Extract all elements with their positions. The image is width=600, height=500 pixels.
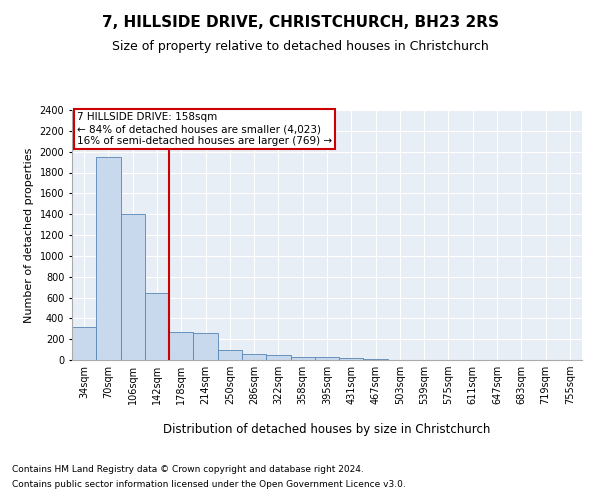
Bar — [169, 332, 193, 360]
Bar — [242, 354, 266, 360]
Text: 7 HILLSIDE DRIVE: 158sqm
← 84% of detached houses are smaller (4,023)
16% of sem: 7 HILLSIDE DRIVE: 158sqm ← 84% of detach… — [77, 112, 332, 146]
Text: 7, HILLSIDE DRIVE, CHRISTCHURCH, BH23 2RS: 7, HILLSIDE DRIVE, CHRISTCHURCH, BH23 2R… — [101, 15, 499, 30]
Text: Distribution of detached houses by size in Christchurch: Distribution of detached houses by size … — [163, 422, 491, 436]
Bar — [290, 357, 315, 360]
Bar — [96, 157, 121, 360]
Bar — [121, 214, 145, 360]
Y-axis label: Number of detached properties: Number of detached properties — [24, 148, 34, 322]
Bar — [218, 350, 242, 360]
Text: Contains public sector information licensed under the Open Government Licence v3: Contains public sector information licen… — [12, 480, 406, 489]
Bar — [72, 326, 96, 360]
Bar — [193, 333, 218, 360]
Bar — [145, 294, 169, 360]
Bar — [266, 356, 290, 360]
Bar — [339, 358, 364, 360]
Text: Contains HM Land Registry data © Crown copyright and database right 2024.: Contains HM Land Registry data © Crown c… — [12, 465, 364, 474]
Text: Size of property relative to detached houses in Christchurch: Size of property relative to detached ho… — [112, 40, 488, 53]
Bar — [315, 358, 339, 360]
